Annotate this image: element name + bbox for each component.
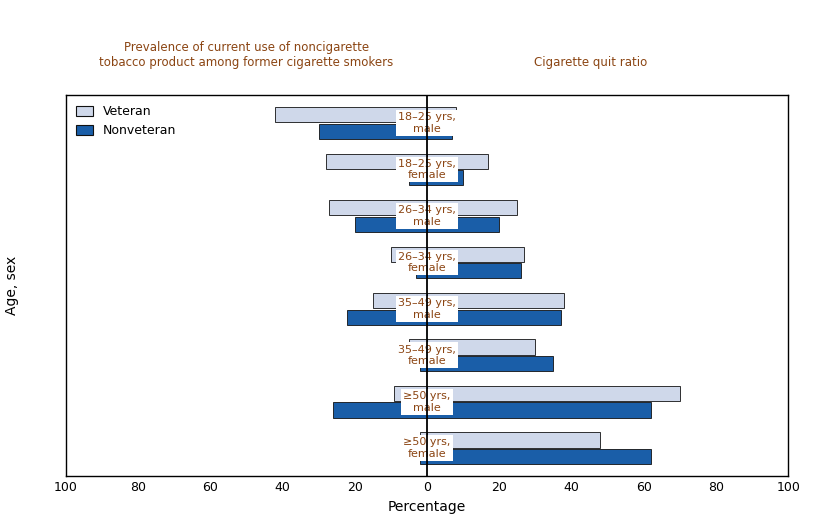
Bar: [416, 263, 427, 278]
Text: Cigarette quit ratio: Cigarette quit ratio: [534, 56, 648, 69]
Bar: [427, 170, 463, 185]
Text: 35–49 yrs,
male: 35–49 yrs, male: [398, 298, 456, 320]
Bar: [347, 309, 427, 325]
Bar: [427, 154, 488, 169]
Bar: [333, 403, 427, 417]
Text: 26–34 yrs,
female: 26–34 yrs, female: [398, 252, 456, 273]
Bar: [427, 263, 521, 278]
Text: ≥50 yrs,
female: ≥50 yrs, female: [403, 437, 451, 459]
Bar: [420, 449, 427, 464]
Bar: [427, 200, 517, 215]
Bar: [427, 356, 553, 371]
Text: Age, sex: Age, sex: [5, 256, 20, 315]
Bar: [275, 107, 427, 122]
Bar: [427, 403, 651, 417]
Bar: [329, 200, 427, 215]
Bar: [427, 449, 651, 464]
Bar: [420, 356, 427, 371]
Bar: [427, 247, 525, 262]
Legend: Veteran, Nonveteran: Veteran, Nonveteran: [72, 102, 181, 141]
Bar: [427, 293, 564, 308]
Text: 18–25 yrs,
female: 18–25 yrs, female: [398, 159, 456, 180]
Text: 26–34 yrs,
male: 26–34 yrs, male: [398, 205, 456, 227]
Bar: [427, 107, 456, 122]
Text: 18–25 yrs,
male: 18–25 yrs, male: [398, 112, 456, 134]
Text: Prevalence of current use of noncigarette
tobacco product among former cigarette: Prevalence of current use of noncigarett…: [99, 41, 393, 69]
Text: ≥50 yrs,
male: ≥50 yrs, male: [403, 391, 451, 413]
Bar: [427, 216, 499, 232]
Bar: [427, 340, 535, 355]
Bar: [409, 340, 427, 355]
Bar: [391, 247, 427, 262]
Bar: [355, 216, 427, 232]
Bar: [319, 124, 427, 139]
Bar: [427, 432, 600, 448]
X-axis label: Percentage: Percentage: [388, 499, 466, 514]
Bar: [427, 124, 452, 139]
Bar: [373, 293, 427, 308]
Bar: [326, 154, 427, 169]
Bar: [394, 386, 427, 401]
Bar: [427, 386, 680, 401]
Bar: [420, 432, 427, 448]
Bar: [427, 309, 561, 325]
Text: 35–49 yrs,
female: 35–49 yrs, female: [398, 344, 456, 366]
Bar: [409, 170, 427, 185]
